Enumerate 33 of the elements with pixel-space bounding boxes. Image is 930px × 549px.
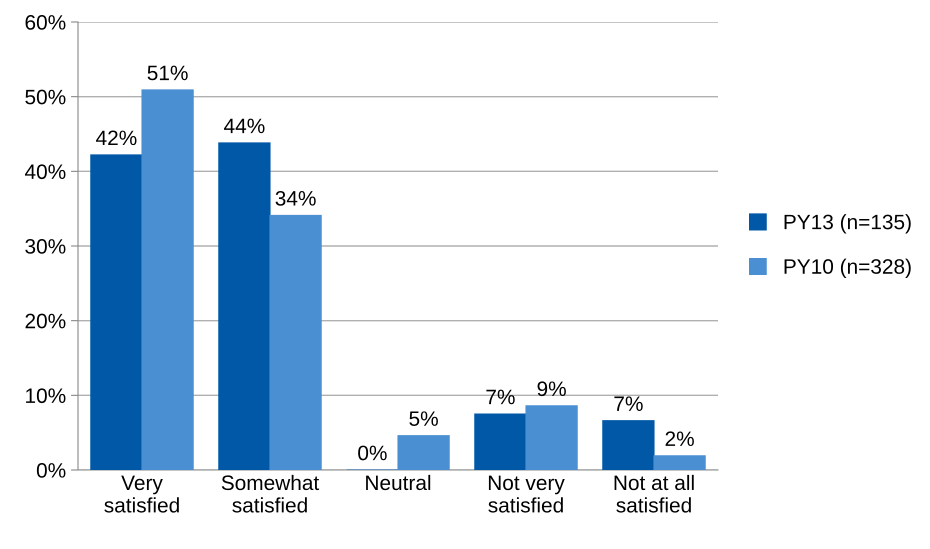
bar <box>602 420 655 470</box>
bar <box>474 413 527 470</box>
x-tick-label: Not at all satisfied <box>614 474 694 513</box>
bar <box>218 142 271 470</box>
bar <box>397 435 450 470</box>
bar <box>653 455 706 470</box>
legend-label: PY13 (n=135) <box>784 214 911 234</box>
data-label: 44% <box>224 118 265 134</box>
data-label: 2% <box>666 431 694 446</box>
y-tick-label: 40% <box>24 164 66 180</box>
x-tick-label: Somewhat satisfied <box>222 474 320 513</box>
x-tick-label: Not very satisfied <box>488 476 565 513</box>
y-tick-label: 10% <box>26 388 66 404</box>
data-label: 51% <box>148 66 188 80</box>
data-label: 0% <box>358 446 387 460</box>
bar <box>525 405 578 470</box>
y-tick-label: 30% <box>25 239 66 254</box>
legend-label: PY10 (n=328) <box>784 258 911 278</box>
x-tick-label: Neutral <box>366 474 430 490</box>
data-label: 34% <box>276 190 316 206</box>
bar <box>90 154 143 470</box>
data-label: 7% <box>614 396 643 411</box>
data-label: 9% <box>538 381 566 396</box>
data-label: 42% <box>96 130 137 146</box>
y-tick-label: 0% <box>36 463 66 478</box>
data-label: 5% <box>409 411 438 426</box>
data-label: 7% <box>486 390 515 404</box>
y-tick-label: 50% <box>25 90 66 104</box>
bar <box>141 89 194 470</box>
bar <box>269 214 322 470</box>
x-tick-label: Very satisfied <box>104 476 179 513</box>
y-tick-label: 60% <box>26 15 66 30</box>
y-tick-label: 20% <box>26 314 66 328</box>
